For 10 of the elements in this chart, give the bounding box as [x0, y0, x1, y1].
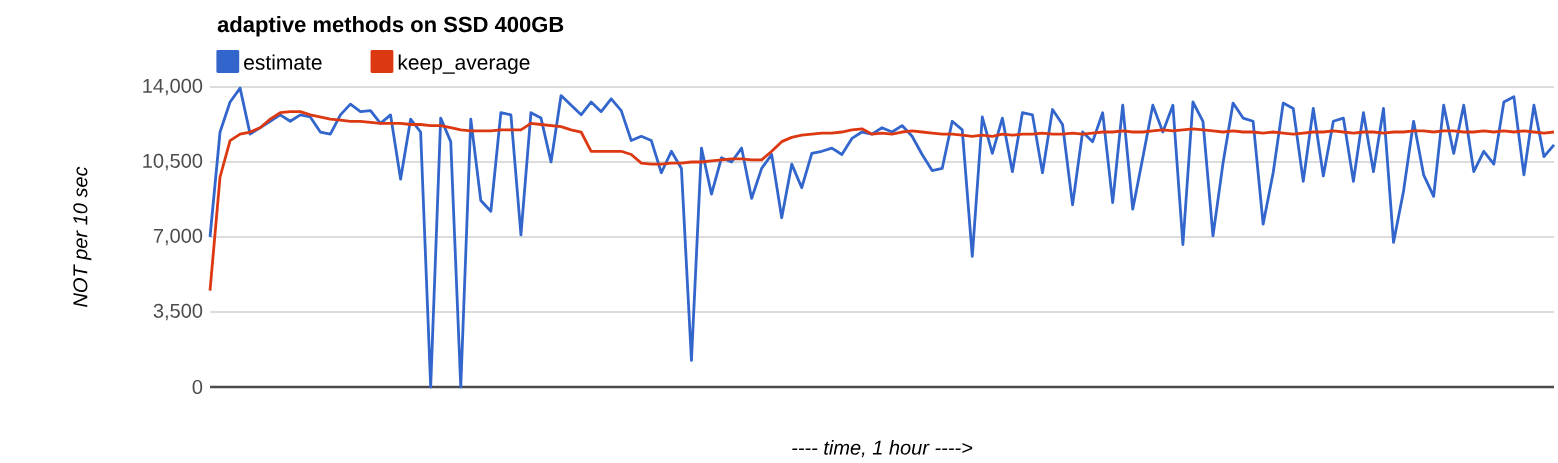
- chart-title: adaptive methods on SSD 400GB: [217, 16, 564, 37]
- y-tick-label: 3,500: [153, 303, 203, 321]
- y-tick-label: 7,000: [153, 228, 203, 246]
- y-axis-title: NOT per 10 sec: [73, 166, 92, 307]
- x-axis-title: ---- time, 1 hour ---->: [792, 440, 973, 458]
- legend-label: keep_average: [398, 54, 530, 74]
- y-tick-label: 14,000: [143, 78, 203, 96]
- y-tick-label: 0: [192, 379, 203, 395]
- y-tick-label: 10,500: [143, 153, 203, 171]
- legend-label: estimate: [244, 54, 322, 70]
